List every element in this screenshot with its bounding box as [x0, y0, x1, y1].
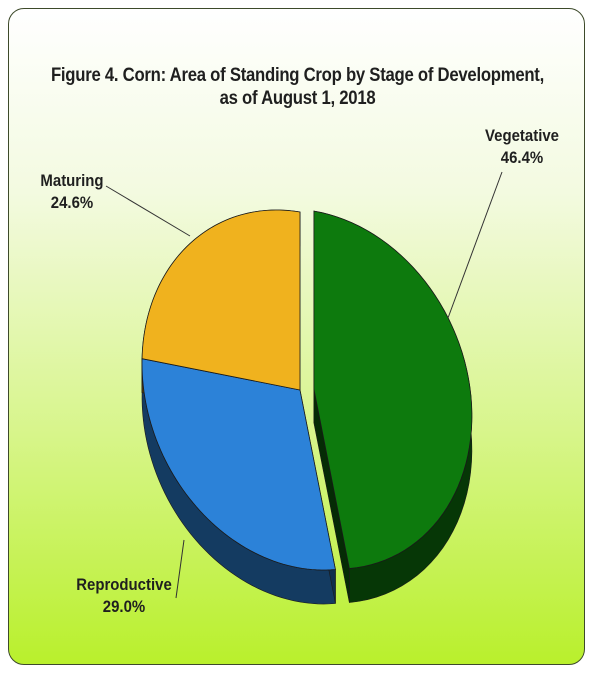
slice-value-maturing: 24.6%: [51, 194, 93, 212]
pie-slice-vegetative: [313, 210, 473, 569]
slice-label-maturing: Maturing: [40, 172, 103, 190]
slice-label-vegetative: Vegetative: [485, 127, 559, 145]
slice-value-reproductive: 29.0%: [103, 598, 145, 616]
chart-title-line-1: Figure 4. Corn: Area of Standing Crop by…: [50, 65, 545, 86]
slice-label-reproductive: Reproductive: [76, 576, 172, 594]
leader-line-reproductive: [175, 539, 185, 599]
leader-line-vegetative: [447, 171, 503, 319]
chart-title-line-2: as of August 1, 2018: [219, 88, 376, 109]
pie-slice-reproductive: [141, 358, 336, 571]
leader-line-maturing: [105, 185, 191, 237]
pie-slice-maturing: [141, 209, 301, 391]
slice-value-vegetative: 46.4%: [501, 149, 543, 167]
